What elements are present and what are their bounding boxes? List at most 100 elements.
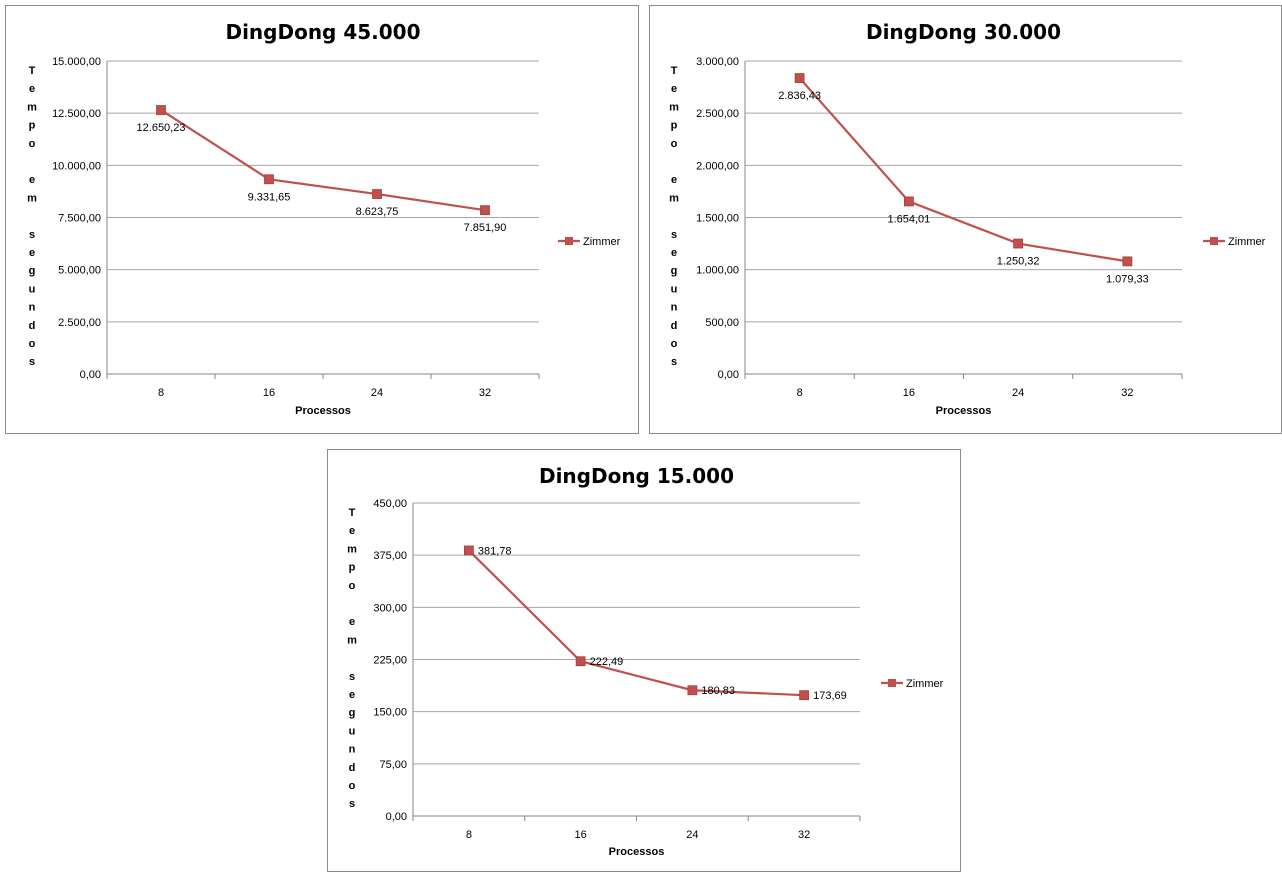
data-point	[372, 189, 382, 199]
y-axis-title-char: m	[347, 634, 357, 646]
legend-marker	[888, 679, 896, 687]
y-axis-title-char: e	[671, 83, 677, 95]
y-tick-label: 15.000,00	[52, 56, 101, 68]
y-axis-title-char: e	[29, 83, 35, 95]
x-axis-title: Processos	[295, 405, 351, 417]
y-axis-title-char: s	[349, 671, 355, 683]
y-axis-title-char: T	[671, 65, 678, 77]
x-axis-title: Processos	[609, 846, 665, 858]
y-axis-title-char: e	[349, 616, 355, 628]
y-tick-label: 75,00	[379, 759, 407, 771]
data-point	[794, 73, 805, 83]
y-axis-title-char: m	[27, 192, 37, 204]
y-axis-title-char: p	[29, 120, 36, 132]
data-label: 1.079,33	[1106, 273, 1149, 285]
data-label: 222,49	[590, 656, 624, 668]
y-axis-title-char: g	[29, 265, 36, 277]
x-tick-label: 24	[686, 829, 698, 841]
y-tick-label: 1.500,00	[696, 213, 739, 225]
chart-dingdong-45000: DingDong 45.000 0,00 2.500,00 5.000,00 7.500…	[5, 5, 639, 434]
chart-svg: DingDong 15.000 0,00 75,00 150,00 225,00 300,…	[347, 464, 944, 858]
data-label: 12.650,23	[137, 122, 186, 134]
y-axis-title-char: u	[671, 283, 678, 295]
data-point	[1122, 256, 1133, 267]
y-tick-label: 0,00	[80, 369, 101, 381]
x-tick-label: 32	[798, 829, 810, 841]
y-axis-title-char: p	[671, 120, 678, 132]
data-point	[1013, 238, 1024, 249]
data-label: 180,83	[701, 685, 735, 697]
y-axis-title-char: e	[671, 174, 677, 186]
data-point	[480, 205, 490, 216]
y-axis-title-char: e	[349, 525, 355, 537]
legend: Zimmer	[1203, 236, 1266, 248]
data-point	[463, 545, 474, 556]
y-axis-title-char: o	[349, 580, 356, 592]
x-tick-label: 24	[371, 387, 383, 399]
y-axis-title-char: e	[29, 174, 35, 186]
y-axis-title-char: s	[671, 356, 677, 368]
data-point	[687, 685, 698, 696]
y-tick-label: 150,00	[373, 707, 407, 719]
y-axis-title-char: g	[349, 707, 356, 719]
data-label: 8.623,75	[356, 206, 399, 218]
y-axis-title-char: o	[671, 138, 678, 150]
data-point	[575, 656, 586, 667]
y-axis-title-char: o	[349, 780, 356, 792]
legend-label: Zimmer	[1228, 236, 1266, 248]
y-axis-title-char: e	[671, 247, 677, 259]
y-tick-label: 10.000,00	[52, 160, 101, 172]
legend-marker	[1210, 237, 1218, 245]
legend-marker	[565, 237, 573, 245]
y-axis-title-char: n	[349, 744, 356, 756]
data-point	[799, 690, 810, 701]
data-label: 173,69	[813, 690, 847, 702]
y-tick-label: 375,00	[373, 550, 407, 562]
y-tick-label: 500,00	[705, 317, 739, 329]
x-tick-label: 32	[479, 387, 491, 399]
y-tick-label: 2.000,00	[696, 160, 739, 172]
y-axis-title-char: m	[669, 101, 679, 113]
chart-svg: DingDong 45.000 0,00 2.500,00 5.000,00 7.500…	[27, 20, 620, 417]
data-label: 9.331,65	[248, 191, 291, 203]
y-tick-label: 1.000,00	[696, 265, 739, 277]
y-tick-label: 2.500,00	[696, 108, 739, 120]
y-tick-label: 5.000,00	[58, 265, 101, 277]
y-axis-title-char: g	[671, 265, 678, 277]
data-label: 1.250,32	[997, 256, 1040, 268]
y-axis-title-char: m	[347, 543, 357, 555]
y-axis-title-char: d	[29, 320, 36, 332]
y-axis-title-char: o	[671, 338, 678, 350]
y-axis-title-char: m	[669, 192, 679, 204]
chart-title: DingDong 30.000	[866, 20, 1061, 44]
series-line-zimmer	[160, 109, 486, 212]
y-axis-title-char: e	[349, 689, 355, 701]
y-axis-title-char: T	[29, 65, 36, 77]
data-label: 2.836,43	[778, 90, 821, 102]
y-axis-title-char: u	[29, 283, 36, 295]
x-tick-label: 24	[1012, 387, 1024, 399]
y-axis-title-char: m	[27, 101, 37, 113]
chart-title: DingDong 45.000	[225, 20, 420, 44]
y-axis-title-char: o	[29, 138, 36, 150]
chart-title: DingDong 15.000	[539, 464, 734, 488]
y-axis-title-char: T	[349, 507, 356, 519]
y-axis-title-char: e	[29, 247, 35, 259]
data-label: 381,78	[478, 545, 512, 557]
y-tick-label: 0,00	[386, 811, 407, 823]
chart-dingdong-30000: DingDong 30.000 0,00 500,00 1.000,00 1.500,0…	[649, 5, 1282, 434]
x-tick-label: 16	[263, 387, 275, 399]
series-line-zimmer	[798, 77, 1128, 263]
y-tick-label: 3.000,00	[696, 56, 739, 68]
x-tick-label: 32	[1121, 387, 1133, 399]
legend-label: Zimmer	[906, 678, 944, 690]
data-point	[156, 105, 166, 115]
y-axis-title-char: p	[349, 562, 356, 574]
y-axis-title-char: o	[29, 338, 36, 350]
y-axis-title-char: s	[29, 356, 35, 368]
y-tick-label: 300,00	[373, 602, 407, 614]
x-tick-label: 8	[158, 387, 164, 399]
